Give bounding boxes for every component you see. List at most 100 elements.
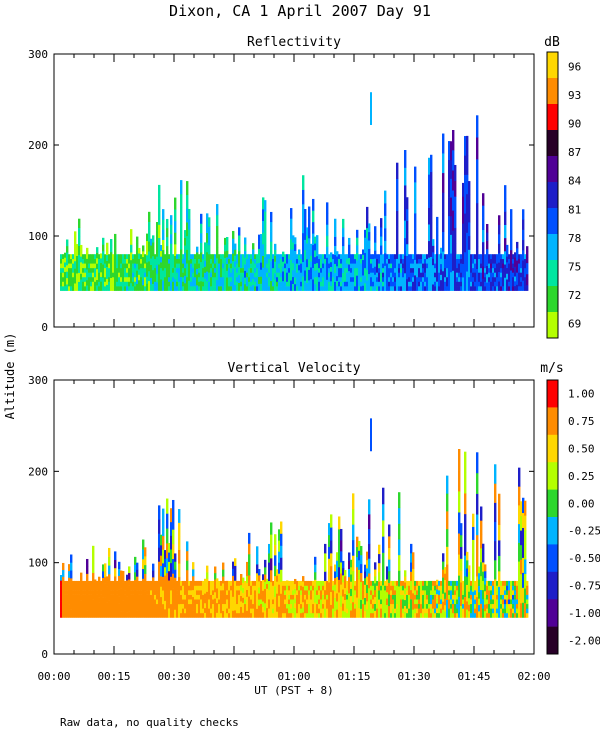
echo-cell <box>60 590 63 597</box>
echo-cell <box>336 275 339 282</box>
echo-cell <box>430 273 433 291</box>
x-tick-label: 00:30 <box>157 670 190 683</box>
echo-cell <box>322 599 325 605</box>
echo-cell <box>268 263 271 269</box>
echo-cell <box>362 249 365 255</box>
echo-cell <box>234 565 237 574</box>
echo-cell <box>404 570 407 577</box>
echo-cell <box>252 260 255 268</box>
echo-cell <box>212 276 215 282</box>
echo-cell <box>196 594 199 600</box>
echo-cell <box>198 580 201 586</box>
echo-cell <box>372 580 375 586</box>
echo-cell <box>200 590 203 595</box>
echo-cell <box>444 267 447 273</box>
echo-cell <box>474 585 477 591</box>
echo-cell <box>514 281 517 287</box>
echo-cell <box>468 584 471 592</box>
echo-cell <box>108 574 111 583</box>
echo-cell <box>426 590 429 595</box>
echo-cell <box>184 612 187 618</box>
echo-cell <box>350 574 353 582</box>
echo-cell <box>332 612 335 618</box>
echo-cell <box>494 598 497 618</box>
echo-cell <box>482 580 485 591</box>
echo-cell <box>164 258 167 264</box>
echo-cell <box>184 283 187 291</box>
echo-cell <box>208 272 211 282</box>
echo-cell <box>170 549 173 564</box>
echo-cell <box>332 286 335 291</box>
echo-cell <box>492 603 495 609</box>
echo-cell <box>200 599 203 605</box>
echo-cell <box>298 264 301 271</box>
echo-cell <box>258 241 261 249</box>
echo-cell <box>494 521 497 542</box>
echo-cell <box>396 608 399 614</box>
echo-cell <box>422 585 425 591</box>
echo-cell <box>98 586 101 593</box>
echo-cell <box>158 237 161 252</box>
echo-cell <box>250 254 253 260</box>
echo-cell <box>262 220 265 233</box>
echo-cell <box>468 565 471 573</box>
echo-cell <box>326 279 329 291</box>
echo-cell <box>262 209 265 221</box>
echo-cell <box>496 267 499 273</box>
echo-cell <box>60 258 63 264</box>
echo-cell <box>322 254 325 260</box>
echo-cell <box>268 589 271 600</box>
echo-cell <box>72 594 75 600</box>
echo-cell <box>154 603 157 609</box>
echo-cell <box>144 556 147 566</box>
echo-cell <box>316 262 319 271</box>
echo-cell <box>290 585 293 591</box>
echo-cell <box>506 244 509 251</box>
echo-cell <box>328 263 331 269</box>
echo-cell <box>166 227 169 238</box>
echo-cell <box>496 585 499 591</box>
echo-cell <box>488 263 491 269</box>
colorbar-swatch <box>547 434 558 463</box>
echo-cell <box>372 585 375 591</box>
echo-cell <box>76 585 79 591</box>
echo-cell <box>346 267 349 273</box>
echo-cell <box>160 279 163 286</box>
echo-cell <box>116 590 119 595</box>
echo-cell <box>194 580 197 586</box>
echo-cell <box>80 284 83 291</box>
echo-cell <box>148 270 151 282</box>
echo-cell <box>440 594 443 600</box>
echo-cell <box>176 594 179 600</box>
echo-cell <box>334 584 337 592</box>
echo-cell <box>408 272 411 278</box>
echo-cell <box>86 588 89 596</box>
echo-cell <box>154 258 157 264</box>
echo-cell <box>110 277 113 285</box>
echo-cell <box>360 554 363 565</box>
echo-cell <box>270 522 273 535</box>
echo-cell <box>404 185 407 204</box>
echo-cell <box>434 603 437 609</box>
echo-cell <box>322 258 325 264</box>
echo-cell <box>108 591 111 601</box>
echo-cell <box>310 585 313 591</box>
echo-cell <box>134 258 137 264</box>
echo-cell <box>198 263 201 269</box>
echo-cell <box>114 248 117 256</box>
velocity-title: Vertical Velocity <box>227 361 360 376</box>
echo-cell <box>420 272 423 278</box>
echo-cell <box>286 580 289 586</box>
echo-cell <box>130 580 133 586</box>
echo-cell <box>200 608 203 614</box>
echo-cell <box>268 281 271 287</box>
echo-cell <box>132 603 135 609</box>
echo-cell <box>88 254 91 260</box>
echo-cell <box>72 608 75 614</box>
echo-cell <box>244 277 247 285</box>
echo-cell <box>134 254 137 260</box>
echo-cell <box>80 273 83 280</box>
echo-cell <box>508 580 511 586</box>
echo-cell <box>512 258 515 264</box>
echo-cell <box>412 593 415 602</box>
